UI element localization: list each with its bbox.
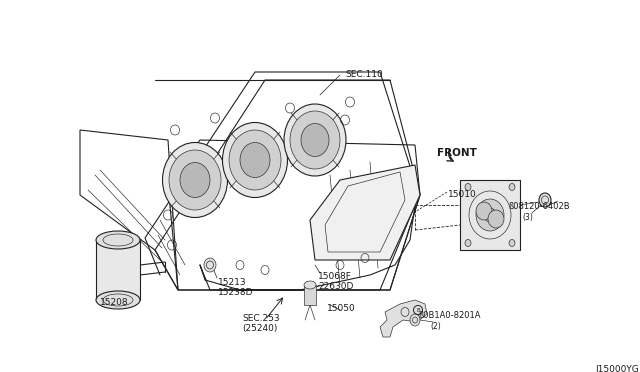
Text: 15068F: 15068F: [318, 272, 352, 281]
Ellipse shape: [476, 199, 504, 231]
Text: ß0B1A0-8201A: ß0B1A0-8201A: [418, 311, 481, 320]
Text: 15213: 15213: [218, 278, 246, 287]
Text: (3): (3): [522, 213, 533, 222]
Ellipse shape: [465, 240, 471, 247]
Ellipse shape: [240, 142, 270, 177]
Text: B: B: [416, 308, 420, 312]
Ellipse shape: [476, 202, 492, 220]
Polygon shape: [310, 165, 420, 260]
Ellipse shape: [465, 183, 471, 190]
Ellipse shape: [169, 150, 221, 210]
Text: 15208: 15208: [100, 298, 129, 307]
Text: 15238D: 15238D: [218, 288, 253, 297]
Text: SEC.110: SEC.110: [345, 70, 383, 79]
Text: FRONT: FRONT: [437, 148, 477, 158]
Ellipse shape: [301, 124, 329, 157]
Text: (25240): (25240): [242, 324, 277, 333]
Text: J15000YG: J15000YG: [595, 365, 639, 372]
Ellipse shape: [488, 210, 504, 228]
Ellipse shape: [509, 240, 515, 247]
Ellipse shape: [539, 193, 551, 207]
Text: (2): (2): [430, 322, 441, 331]
Ellipse shape: [223, 122, 287, 198]
Polygon shape: [380, 300, 427, 337]
Ellipse shape: [509, 183, 515, 190]
Ellipse shape: [96, 231, 140, 249]
Ellipse shape: [290, 111, 340, 169]
Text: 15050: 15050: [327, 304, 356, 313]
Ellipse shape: [163, 142, 227, 218]
Ellipse shape: [229, 130, 281, 190]
Text: SEC.253: SEC.253: [242, 314, 280, 323]
Ellipse shape: [284, 104, 346, 176]
Text: 22630D: 22630D: [318, 282, 353, 291]
Text: 15010: 15010: [448, 190, 477, 199]
Ellipse shape: [304, 281, 316, 289]
Polygon shape: [304, 285, 316, 305]
Text: ß08120-6402B: ß08120-6402B: [508, 202, 570, 211]
Ellipse shape: [96, 291, 140, 309]
Ellipse shape: [204, 258, 216, 272]
Polygon shape: [460, 180, 520, 250]
Polygon shape: [96, 240, 140, 300]
Ellipse shape: [180, 163, 210, 198]
Ellipse shape: [410, 314, 420, 326]
